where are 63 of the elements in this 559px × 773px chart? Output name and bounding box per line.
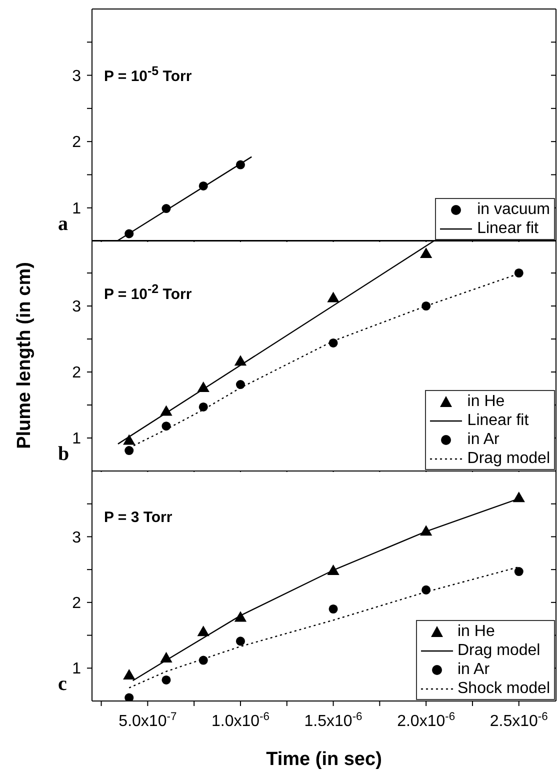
point (162, 204, 171, 214)
point (420, 248, 432, 258)
point (197, 626, 210, 636)
x-tick-label: 2.5x10$^{-6}$ (490, 711, 548, 730)
y-tick-label: 2 (72, 134, 82, 152)
point (514, 567, 524, 576)
point (198, 181, 208, 190)
y-tick-label: 3 (72, 298, 82, 316)
point (162, 422, 171, 431)
point (123, 434, 136, 445)
y-tick-label: 3 (72, 68, 82, 85)
point (328, 338, 338, 348)
point (234, 355, 247, 366)
point (124, 693, 134, 701)
point (160, 405, 172, 416)
y-axis-title: Plume length (in cm) (14, 262, 35, 449)
legend-label: Drag model (458, 641, 540, 660)
point (124, 229, 134, 238)
annotation: P = 3 Torr (104, 509, 172, 526)
point (422, 585, 431, 594)
text: c (58, 673, 67, 696)
point (512, 492, 525, 502)
y-tick-label: 1 (72, 660, 82, 678)
y-tick-label: 2 (72, 595, 82, 612)
legend-label: Shock model (458, 679, 550, 698)
point (234, 611, 247, 622)
legend-label: in Ar (467, 430, 500, 449)
y-tick-label: 1 (72, 430, 82, 448)
point (160, 652, 172, 662)
annotation: P = 10$^{-2}$ Torr (104, 282, 192, 303)
point (162, 675, 171, 684)
point (124, 446, 134, 456)
x-axis-title: Time (in sec) (266, 749, 382, 770)
legend-label: Linear fit (467, 411, 529, 430)
legend-label: Linear fit (477, 219, 538, 238)
point (236, 160, 245, 170)
point (327, 292, 340, 302)
point (198, 656, 208, 665)
point (236, 380, 245, 390)
point (198, 402, 208, 412)
point (420, 525, 432, 536)
x-tick-label: 1.5x10$^{-6}$ (304, 711, 362, 730)
x-tick-label: 1.0x10$^{-6}$ (211, 711, 270, 730)
text: b (58, 443, 70, 466)
x-tick-label: 2.0x10$^{-6}$ (397, 711, 456, 730)
text: a (58, 213, 68, 236)
point (422, 301, 431, 311)
legend-label: in Ar (458, 660, 490, 679)
annotation: P = 10$^{-5}$ Torr (104, 64, 192, 85)
y-tick-label: 1 (72, 200, 82, 218)
point (328, 604, 338, 614)
x-tick-label: 5.0x10$^{-7}$ (118, 711, 177, 730)
point (514, 268, 524, 278)
point (197, 381, 210, 392)
point (123, 669, 136, 680)
legend-label: in vacuum (477, 200, 550, 219)
y-tick-label: 3 (72, 529, 82, 546)
legend-label: in He (458, 622, 495, 641)
point (236, 636, 245, 646)
y-tick-label: 2 (72, 364, 82, 382)
legend-label: Drag model (467, 449, 550, 468)
legend-label: in He (467, 392, 505, 411)
point (327, 564, 340, 576)
